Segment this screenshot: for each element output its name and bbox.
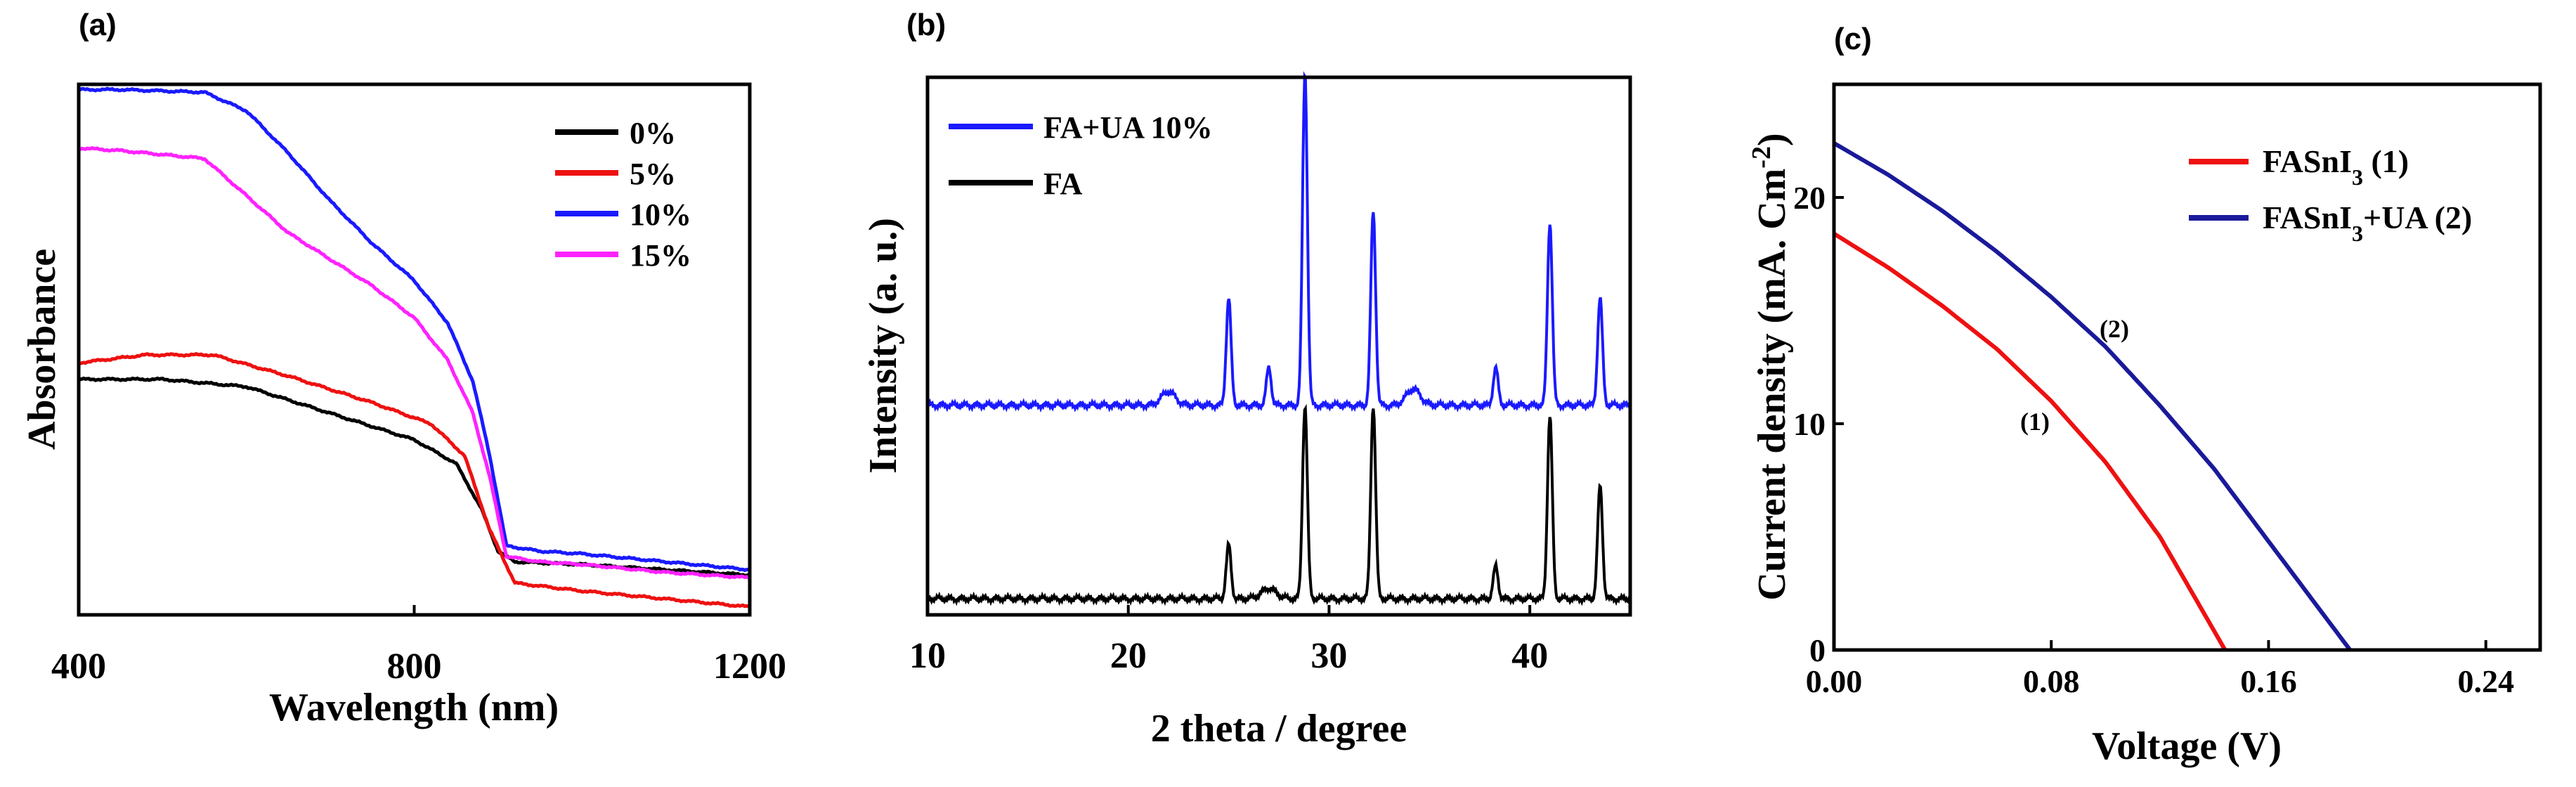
panel-c-frame xyxy=(1832,82,2542,652)
series-line xyxy=(1833,231,2227,651)
panel-c-ylabel-sup: -2 xyxy=(1747,146,1776,169)
panel-c: 0.00 0.08 0.16 0.24 0 10 20 Voltage (V) Curre… xyxy=(1747,82,2542,768)
y-tick-label: 0 xyxy=(1809,632,1826,668)
legend-label-end: +UA (2) xyxy=(2363,200,2472,235)
legend-label: FA+UA 10% xyxy=(1043,110,1213,145)
x-tick-label: 400 xyxy=(51,646,106,687)
panel-a-xlabel: Wavelength (nm) xyxy=(269,686,559,729)
panel-b-marks xyxy=(926,71,1632,606)
x-tick-label: 40 xyxy=(1511,636,1548,676)
panel-c-marks xyxy=(1833,141,2352,651)
panel-c-annotation-1: (1) xyxy=(2020,408,2050,436)
legend-label: FASnI3 (1) xyxy=(2263,143,2409,190)
series-line xyxy=(78,145,750,580)
x-tick-label: 0.24 xyxy=(2457,663,2514,699)
panel-b-legend: FA+UA 10% FA xyxy=(949,110,1213,201)
panel-b-label: (b) xyxy=(906,8,946,42)
x-tick-label: 0.00 xyxy=(1806,663,1863,699)
panel-c-x-ticks: 0.00 0.08 0.16 0.24 xyxy=(1806,640,2514,699)
legend-label-sub: 3 xyxy=(2352,164,2363,190)
legend-label: 5% xyxy=(630,157,676,191)
x-tick-label: 1200 xyxy=(713,646,786,687)
panel-a-marks xyxy=(77,86,751,609)
x-tick-label: 0.16 xyxy=(2240,663,2297,699)
legend-label: 0% xyxy=(630,116,676,150)
series-line xyxy=(1833,141,2352,651)
panel-c-ylabel-end: ) xyxy=(1750,133,1794,146)
legend-label: FASnI3+UA (2) xyxy=(2263,200,2472,246)
x-tick-label: 0.08 xyxy=(2023,663,2080,699)
y-tick-label: 10 xyxy=(1793,406,1826,442)
legend-label-main: FASnI xyxy=(2263,200,2352,235)
panel-a-ylabel: Absorbance xyxy=(20,249,64,450)
panel-c-annotation-2: (2) xyxy=(2100,315,2129,343)
legend-label-main: FASnI xyxy=(2263,143,2352,179)
legend-label: 15% xyxy=(630,238,691,273)
panel-a-x-ticks: 400 800 1200 xyxy=(51,605,786,687)
legend-label: FA xyxy=(1043,167,1083,201)
x-tick-label: 20 xyxy=(1110,636,1147,676)
panel-b: 10 20 30 40 2 theta / degree Intensity (a. … xyxy=(861,71,1632,750)
series-line xyxy=(926,403,1632,606)
series-line xyxy=(78,376,750,578)
x-tick-label: 30 xyxy=(1310,636,1347,676)
series-line xyxy=(78,86,750,573)
y-tick-label: 20 xyxy=(1793,180,1826,216)
panel-a-legend: 0% 5% 10% 15% xyxy=(555,116,691,273)
x-tick-label: 10 xyxy=(909,636,946,676)
panel-c-legend: FASnI3 (1) FASnI3+UA (2) xyxy=(2189,143,2472,246)
panel-b-frame xyxy=(925,75,1632,617)
panel-b-ylabel: Intensity (a. u.) xyxy=(861,218,905,474)
legend-label-end: (1) xyxy=(2363,143,2409,179)
panel-c-y-ticks: 0 10 20 xyxy=(1793,180,1844,668)
panel-a: 400 800 1200 Wavelength (nm) Absorbance 0%… xyxy=(20,82,786,729)
panel-c-label: (c) xyxy=(1834,22,1872,56)
panel-b-x-ticks: 10 20 30 40 xyxy=(909,605,1548,676)
x-tick-label: 800 xyxy=(387,646,442,687)
panel-c-ylabel: Current density (mA. Cm-2) xyxy=(1747,133,1794,600)
legend-label-sub: 3 xyxy=(2352,221,2363,246)
panel-c-ylabel-main: Current density (mA. Cm xyxy=(1750,169,1794,601)
series-line xyxy=(926,71,1632,413)
panel-a-label: (a) xyxy=(79,8,117,42)
panel-b-xlabel: 2 theta / degree xyxy=(1151,707,1407,750)
legend-label: 10% xyxy=(630,197,691,232)
series-line xyxy=(77,351,751,609)
panel-c-xlabel: Voltage (V) xyxy=(2092,724,2282,768)
